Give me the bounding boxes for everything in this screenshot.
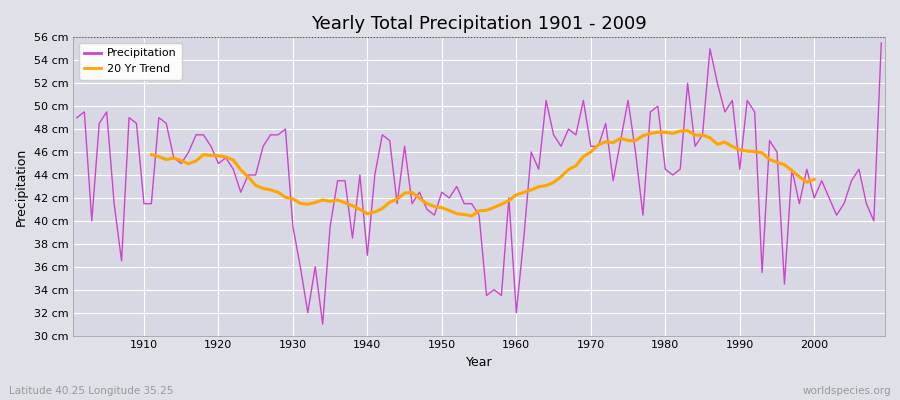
Text: Latitude 40.25 Longitude 35.25: Latitude 40.25 Longitude 35.25 <box>9 386 174 396</box>
Precipitation <box>518 236 529 240</box>
20 Yr Trend <box>347 203 358 208</box>
Precipitation <box>608 178 618 183</box>
20 Yr Trend <box>682 128 693 133</box>
X-axis label: Year: Year <box>466 356 492 369</box>
Precipitation <box>71 115 82 120</box>
Precipitation <box>347 236 358 240</box>
20 Yr Trend <box>616 136 626 141</box>
20 Yr Trend <box>712 142 723 147</box>
Legend: Precipitation, 20 Yr Trend: Precipitation, 20 Yr Trend <box>78 43 182 80</box>
20 Yr Trend <box>146 152 157 157</box>
20 Yr Trend <box>809 177 820 182</box>
20 Yr Trend <box>235 168 246 172</box>
Precipitation <box>876 41 886 46</box>
20 Yr Trend <box>727 144 738 149</box>
Precipitation <box>295 264 306 269</box>
20 Yr Trend <box>466 214 477 218</box>
Title: Yearly Total Precipitation 1901 - 2009: Yearly Total Precipitation 1901 - 2009 <box>311 15 647 33</box>
Line: 20 Yr Trend: 20 Yr Trend <box>151 130 814 216</box>
20 Yr Trend <box>794 174 805 179</box>
Precipitation <box>131 121 142 126</box>
Y-axis label: Precipitation: Precipitation <box>15 147 28 226</box>
Precipitation <box>318 322 328 326</box>
Text: worldspecies.org: worldspecies.org <box>803 386 891 396</box>
Line: Precipitation: Precipitation <box>76 43 881 324</box>
Precipitation <box>511 310 522 315</box>
